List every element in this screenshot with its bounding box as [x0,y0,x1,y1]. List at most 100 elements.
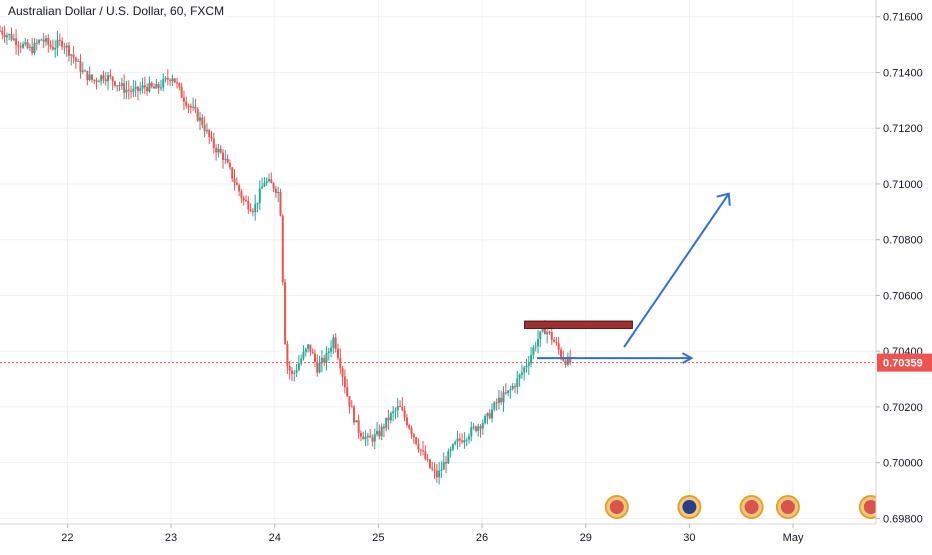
candle-body [341,368,344,377]
candle-body [325,352,328,363]
candle-body [539,331,542,340]
candle-body [527,363,530,366]
candle-body [159,87,162,89]
candle-body [180,86,183,98]
price-axis [876,0,932,550]
candle-body [219,148,222,153]
candle-body [205,130,208,132]
candle-body [215,147,218,153]
candle-body [387,417,390,421]
candle-body [553,339,556,342]
candle-body [274,188,277,193]
candle-body [293,372,296,374]
candle-body [254,204,257,213]
candle-body [231,167,234,179]
candle-body [424,451,427,460]
candle-body [516,378,519,388]
candle-body [334,337,337,349]
candle-body [272,183,275,189]
flag-inner-icon [682,500,697,514]
last-price-badge [877,353,932,372]
candle-body [178,83,181,87]
candle-body [249,209,252,212]
candle-body [109,75,112,77]
candle-body [134,86,137,89]
candle-body [24,42,27,45]
candle-body [392,411,395,414]
candle-body [286,343,289,367]
candle-body [353,406,356,423]
candles [0,25,572,485]
candle-body [35,42,38,44]
candle-body [125,89,128,93]
candle-body [300,358,303,364]
candle-body [77,60,80,62]
candle-body [19,46,22,48]
candle-body [263,183,266,187]
candle-body [518,374,521,379]
candle-body [10,34,13,40]
candle-body [290,370,293,374]
candle-body [327,351,330,353]
candle-body [247,201,250,210]
candle-body [192,106,195,108]
x-tick-label: May [783,532,804,544]
candle-body [491,409,494,419]
candle-body [433,469,436,471]
y-tick-label: 0.71400 [883,67,923,79]
x-tick-label: 25 [372,532,384,544]
candle-body [359,432,362,437]
candle-body [495,402,498,404]
candle-body [513,385,516,388]
candle-body [173,78,176,83]
x-tick-label: 29 [580,532,592,544]
candle-body [113,81,116,86]
candle-body [84,70,87,72]
candle-body [162,78,165,88]
candle-body [171,78,174,82]
candle-body [279,192,282,216]
candle-body [0,30,1,32]
y-tick-label: 0.70800 [883,235,923,247]
candle-body [350,406,353,408]
candle-body [79,60,82,72]
candle-body [26,42,29,48]
candle-body [509,388,512,391]
candle-body [33,42,36,54]
candle-body [369,435,372,438]
candle-body [258,188,261,203]
candle-body [456,438,459,442]
candle-body [40,39,43,41]
candle-body [532,347,535,355]
candle-body [217,148,220,153]
candle-body [493,402,496,410]
candle-body [3,34,6,38]
candle-body [302,352,305,359]
flag-inner-icon [780,500,795,514]
candle-body [511,385,514,389]
candle-body [523,367,526,373]
sideways-arrowhead [681,352,694,365]
candle-body [559,349,562,357]
candle-body [541,327,544,332]
candle-body [63,46,66,48]
candle-body [477,426,480,431]
candle-body [143,85,146,88]
x-tick-label: 30 [683,532,695,544]
candle-body [403,410,406,418]
candle-body [376,430,379,435]
candle-body [309,344,312,352]
candle-body [546,331,549,335]
candle-body [297,363,300,371]
candle-body [412,434,415,438]
candle-body [15,38,18,46]
bullish-arrow [623,193,730,348]
candle-body [67,45,70,56]
candle-body [102,75,105,80]
candle-body [401,406,404,411]
candle-body [525,365,528,368]
candle-body [238,184,241,192]
candle-body [222,152,225,160]
